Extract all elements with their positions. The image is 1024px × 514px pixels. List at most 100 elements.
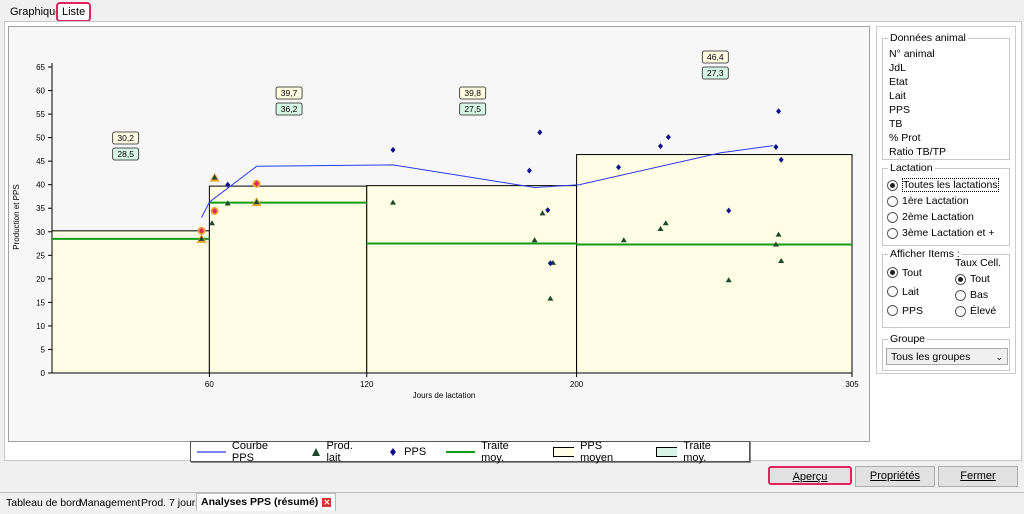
x-tick-label: 200 bbox=[570, 380, 584, 389]
radio-option[interactable]: Lait bbox=[887, 282, 923, 301]
radio-option[interactable]: Tout bbox=[955, 271, 996, 287]
groupe-select[interactable]: Tous les groupes ⌄ bbox=[886, 348, 1008, 365]
pps-point bbox=[390, 146, 396, 153]
chevron-down-icon: ⌄ bbox=[995, 352, 1003, 362]
group-title: Afficher Items : bbox=[888, 248, 962, 260]
group-title: Groupe bbox=[888, 333, 928, 345]
animal-field-label: N° animal bbox=[889, 48, 935, 60]
tab-analyses-pps[interactable]: Analyses PPS (résumé) ✕ bbox=[196, 493, 337, 511]
pps-label-box bbox=[112, 131, 140, 145]
pps-moyen-label: 30,2 bbox=[117, 133, 134, 143]
animal-field-label: Lait bbox=[889, 90, 906, 102]
radio-option[interactable]: Bas bbox=[955, 287, 996, 303]
y-tick-label: 5 bbox=[41, 345, 46, 354]
taux-cell-label: Taux Cell. bbox=[955, 257, 1002, 269]
pps-point bbox=[616, 164, 622, 171]
prod-lait-point bbox=[778, 257, 785, 263]
legend-prod-lait: Prod. lait bbox=[305, 440, 368, 464]
radio-circle-icon[interactable] bbox=[887, 305, 898, 316]
radio-circle-icon[interactable] bbox=[955, 289, 966, 301]
pps-point bbox=[778, 156, 784, 163]
radio-option[interactable]: 1ère Lactation bbox=[887, 193, 1009, 209]
pps-point bbox=[773, 144, 779, 151]
radio-circle-icon[interactable] bbox=[887, 227, 898, 239]
pps-point bbox=[537, 129, 543, 136]
traite-label-box bbox=[112, 147, 140, 161]
y-tick-label: 40 bbox=[36, 181, 45, 190]
group-title: Lactation bbox=[888, 162, 935, 174]
tab-analyses-pps-label: Analyses PPS (résumé) bbox=[201, 496, 319, 508]
radio-label: Lait bbox=[902, 285, 919, 298]
fermer-label: Fermer bbox=[960, 470, 996, 482]
pps-point bbox=[665, 134, 671, 141]
traite-label-box bbox=[459, 102, 487, 116]
pps-point bbox=[526, 167, 532, 174]
radio-circle-icon[interactable] bbox=[887, 179, 898, 191]
radio-option[interactable]: Élevé bbox=[955, 303, 996, 319]
radio-option[interactable]: Toutes les lactations bbox=[887, 177, 1009, 193]
pps-moyen-bar bbox=[366, 185, 578, 374]
tab-liste[interactable]: Liste bbox=[56, 2, 92, 22]
prod-lait-point bbox=[662, 220, 669, 226]
prod-lait-point bbox=[772, 241, 779, 247]
legend-traite-moy-line: Traite moy. bbox=[440, 440, 533, 464]
radio-option[interactable]: 2ème Lactation bbox=[887, 209, 1009, 225]
proprietes-button[interactable]: Propriétés bbox=[855, 466, 935, 487]
afficher-options: Tout Lait PPS bbox=[887, 263, 923, 320]
radio-label: Élevé bbox=[970, 305, 997, 317]
x-tick-label: 120 bbox=[360, 380, 374, 389]
tab-tableau-de-bord[interactable]: Tableau de bord bbox=[6, 497, 82, 509]
y-tick-label: 0 bbox=[41, 369, 46, 378]
radio-circle-icon[interactable] bbox=[955, 273, 966, 285]
close-icon[interactable]: ✕ bbox=[322, 497, 332, 507]
top-tab-strip: Graphique Liste bbox=[0, 0, 1024, 22]
radio-option[interactable]: 3ème Lactation et + bbox=[887, 225, 1009, 241]
prod-lait-point bbox=[775, 231, 782, 237]
traite-label-box bbox=[701, 66, 729, 80]
radio-label: Tout bbox=[902, 266, 922, 279]
radio-circle-icon[interactable] bbox=[955, 305, 966, 317]
pps-point bbox=[254, 180, 260, 187]
tab-prod-7-jours[interactable]: Prod. 7 jours bbox=[141, 497, 201, 509]
pps-moyen-bar bbox=[576, 154, 853, 374]
prod-lait-point bbox=[531, 237, 538, 243]
triangle-icon bbox=[311, 447, 320, 456]
prod-lait-point bbox=[253, 199, 260, 205]
group-title: Données animal bbox=[888, 32, 968, 44]
prod-lait-point bbox=[725, 277, 732, 283]
y-tick-label: 20 bbox=[36, 275, 45, 284]
pps-label-box bbox=[275, 86, 303, 100]
traite-label-box bbox=[275, 102, 303, 116]
tab-graphique[interactable]: Graphique bbox=[10, 6, 62, 18]
animal-field-label: Etat bbox=[889, 76, 908, 88]
pps-chart: 0 5 10 15 20 25 30 35 40 45 50 55 60 65 60 120 200 305 Pro… bbox=[12, 50, 859, 400]
courbe-pps-line bbox=[201, 145, 774, 218]
apercu-label: Aperçu bbox=[792, 471, 828, 483]
tab-management[interactable]: Management bbox=[79, 497, 141, 509]
pps-point bbox=[199, 227, 205, 234]
traite-moy-label: 27,3 bbox=[707, 68, 724, 78]
y-tick-label: 30 bbox=[36, 228, 45, 237]
y-tick-label: 55 bbox=[36, 110, 45, 119]
radio-option[interactable]: Tout bbox=[887, 263, 923, 282]
pps-point bbox=[225, 181, 231, 188]
prod-lait-point bbox=[657, 225, 664, 231]
prod-lait-point bbox=[224, 200, 231, 206]
radio-circle-icon[interactable] bbox=[887, 267, 898, 278]
prod-lait-point bbox=[620, 237, 627, 243]
fermer-button[interactable]: Fermer bbox=[938, 466, 1018, 487]
radio-label: 3ème Lactation et + bbox=[902, 227, 995, 239]
radio-option[interactable]: PPS bbox=[887, 301, 923, 320]
legend-label: PPS bbox=[404, 445, 427, 458]
proprietes-label: Propriétés bbox=[869, 470, 921, 482]
radio-circle-icon[interactable] bbox=[887, 211, 898, 223]
radio-circle-icon[interactable] bbox=[887, 286, 898, 297]
pps-point bbox=[658, 143, 664, 150]
pps-moyen-bar bbox=[51, 230, 210, 374]
pps-moyen-bar bbox=[208, 185, 368, 374]
apercu-button[interactable]: Aperçu bbox=[768, 466, 852, 485]
radio-circle-icon[interactable] bbox=[887, 195, 898, 207]
legend-label: PPS moyen bbox=[580, 439, 614, 464]
chart-area: 0 5 10 15 20 25 30 35 40 45 50 55 60 65 60 120 200 305 Pro… bbox=[8, 26, 870, 464]
radio-label: PPS bbox=[902, 304, 924, 317]
